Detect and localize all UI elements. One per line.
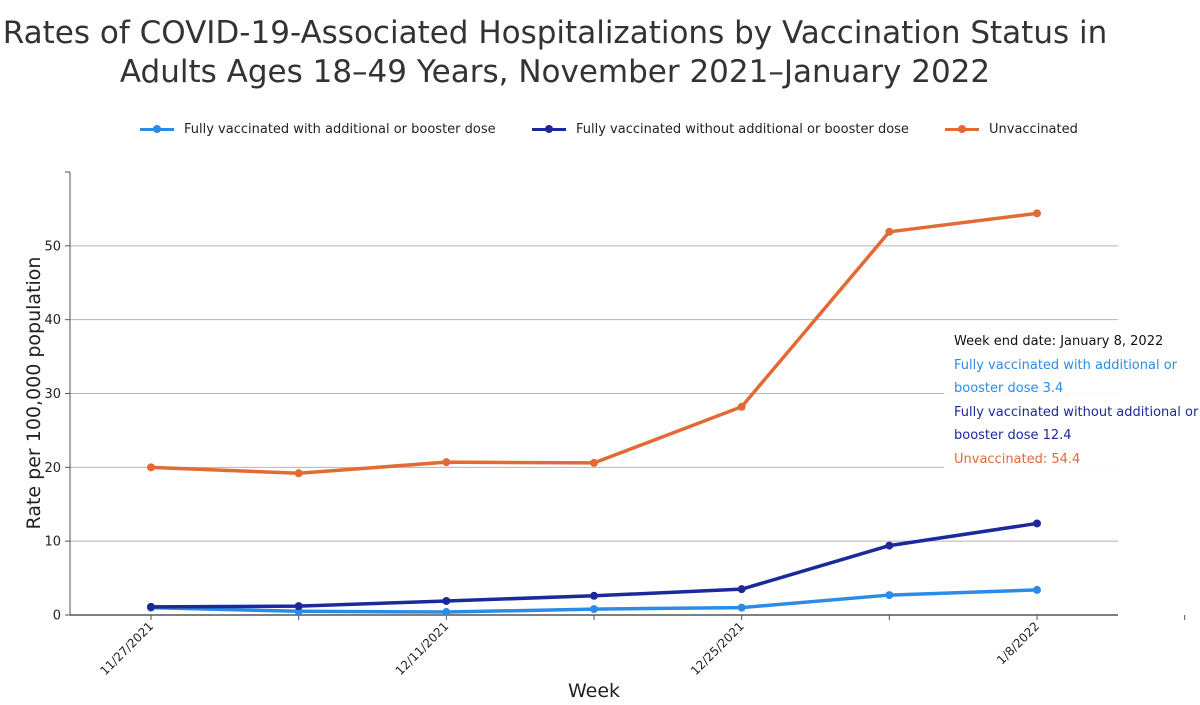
x-tick-label-4: 12/25/2021 xyxy=(688,619,747,678)
chart-title-line-2: Adults Ages 18–49 Years, November 2021–J… xyxy=(119,54,991,90)
chart-title: Rates of COVID-19-Associated Hospitaliza… xyxy=(0,14,1110,92)
series-1-point-2 xyxy=(442,596,451,605)
series-0-point-4 xyxy=(737,603,746,612)
chart-legend: Fully vaccinated with additional or boos… xyxy=(0,122,1200,144)
x-tick-label-0: 11/27/2021 xyxy=(97,619,156,678)
series-1-point-4 xyxy=(737,585,746,594)
tooltip-no-booster-line-2: booster dose 12.4 xyxy=(954,428,1072,443)
x-tick-label-2: 12/11/2021 xyxy=(393,619,452,678)
y-tick-label-30: 30 xyxy=(44,387,61,402)
legend-swatch-booster xyxy=(140,125,174,133)
tooltip-booster-line-1: Fully vaccinated with additional or xyxy=(954,357,1178,373)
series-2-point-1 xyxy=(294,469,303,478)
tooltip-unvaccinated: Unvaccinated: 54.4 xyxy=(954,451,1081,467)
y-tick-label-50: 50 xyxy=(44,239,61,254)
y-axis-title: Rate per 100,000 population xyxy=(23,257,45,530)
tooltip-booster-line-2: booster dose 3.4 xyxy=(954,381,1064,396)
y-tick-label-20: 20 xyxy=(44,461,61,476)
chart-title-line-1: Rates of COVID-19-Associated Hospitaliza… xyxy=(2,15,1108,51)
x-tick-label-6: 1/8/2022 xyxy=(994,619,1042,667)
legend-swatch-unvaccinated xyxy=(945,125,979,133)
series-2-point-4 xyxy=(737,402,746,411)
legend-item-booster[interactable]: Fully vaccinated with additional or boos… xyxy=(140,122,496,137)
legend-label-booster: Fully vaccinated with additional or boos… xyxy=(184,122,496,137)
legend-item-no-booster[interactable]: Fully vaccinated without additional or b… xyxy=(532,122,909,137)
legend-swatch-no-booster xyxy=(532,125,566,133)
series-1-point-0 xyxy=(147,602,155,611)
legend-label-no-booster: Fully vaccinated without additional or b… xyxy=(576,122,909,137)
x-axis-title: Week xyxy=(568,680,620,702)
series-2-point-2 xyxy=(442,458,451,467)
series-0-point-6 xyxy=(1033,585,1041,594)
series-2-point-6 xyxy=(1033,209,1041,218)
y-tick-label-10: 10 xyxy=(44,535,61,550)
tooltip-no-booster-line-1: Fully vaccinated without additional or xyxy=(954,404,1199,420)
series-1-point-1 xyxy=(294,602,303,611)
series-0-point-5 xyxy=(885,591,894,600)
series-2-point-0 xyxy=(147,463,155,472)
series-1-point-5 xyxy=(885,541,894,550)
y-tick-label-40: 40 xyxy=(44,313,61,328)
series-1-point-6 xyxy=(1033,519,1041,528)
y-tick-label-0: 0 xyxy=(53,609,61,624)
series-0-point-2 xyxy=(442,608,451,617)
tooltip-header: Week end date: January 8, 2022 xyxy=(954,334,1164,349)
series-2-point-3 xyxy=(590,458,598,467)
series-2-point-5 xyxy=(885,227,894,236)
series-0-point-3 xyxy=(590,605,598,614)
legend-item-unvaccinated[interactable]: Unvaccinated xyxy=(945,122,1078,137)
series-1-point-3 xyxy=(590,591,598,600)
series-line-2 xyxy=(149,211,1039,475)
legend-label-unvaccinated: Unvaccinated xyxy=(989,122,1078,137)
chart-tooltip: Week end date: January 8, 2022 Fully vac… xyxy=(944,326,1200,475)
